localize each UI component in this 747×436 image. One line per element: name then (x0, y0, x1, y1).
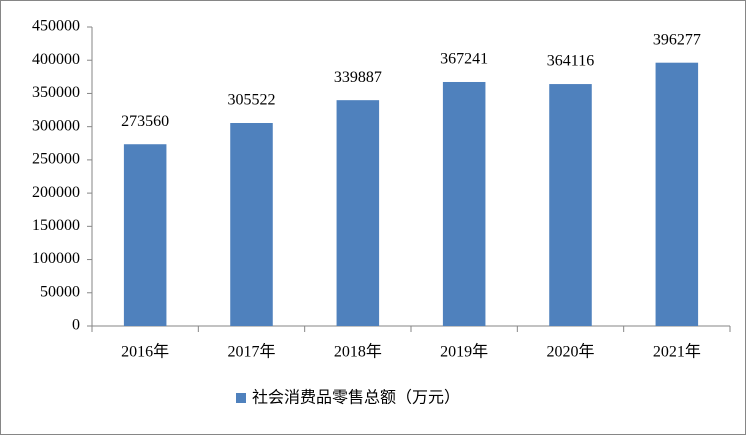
bar (442, 81, 486, 326)
x-tick-label: 2016年 (121, 343, 169, 361)
y-tick-label: 300000 (32, 117, 80, 134)
y-tick-label: 0 (72, 317, 80, 334)
y-tick-label: 150000 (32, 217, 80, 234)
bar (655, 62, 699, 326)
x-tick-label: 2017年 (227, 343, 275, 361)
data-label: 339887 (334, 69, 382, 86)
x-tick-label: 2020年 (546, 343, 594, 361)
bar (336, 100, 380, 326)
y-tick-label: 100000 (32, 250, 80, 267)
data-label: 273560 (121, 113, 169, 130)
y-tick-label: 200000 (32, 184, 80, 201)
x-tick-label: 2019年 (440, 343, 488, 361)
y-tick-label: 450000 (32, 18, 80, 35)
data-label: 364116 (547, 53, 594, 70)
x-tick-label: 2018年 (334, 343, 382, 361)
y-tick-label: 50000 (40, 283, 80, 300)
bar (549, 84, 592, 326)
legend-swatch (236, 393, 246, 403)
data-label: 367241 (440, 51, 488, 68)
data-label: 396277 (653, 31, 701, 48)
y-tick-label: 350000 (32, 84, 80, 101)
bar (123, 144, 167, 326)
x-tick-label: 2021年 (653, 343, 701, 361)
y-tick-label: 400000 (32, 51, 80, 68)
y-tick-label: 250000 (32, 151, 80, 168)
legend-label: 社会消费品零售总额（万元） (252, 389, 460, 407)
data-label: 305522 (228, 92, 276, 109)
bar (230, 122, 273, 326)
